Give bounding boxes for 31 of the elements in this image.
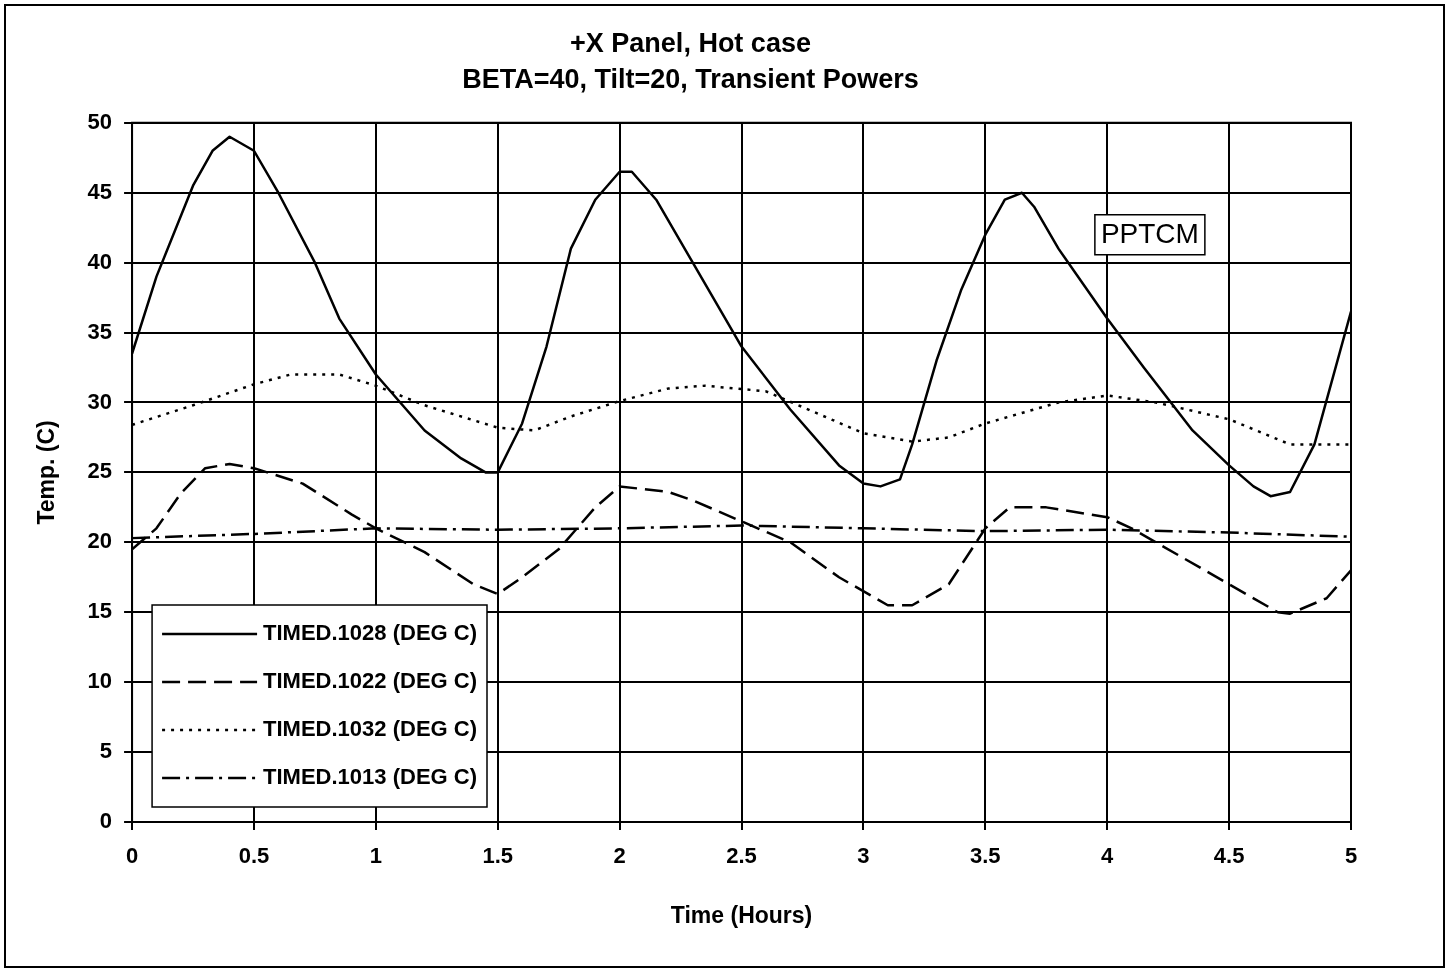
x-tick-label: 1 [369,843,382,869]
x-tick-label: 2 [613,843,626,869]
y-tick-label: 50 [87,108,113,134]
y-tick-label: 30 [87,388,113,414]
x-tick-label: 4.5 [1213,843,1245,869]
x-tick-label: 3.5 [970,843,1001,869]
x-tick-label: 1.5 [482,843,514,869]
x-tick-label: 4 [1101,843,1115,869]
legend-label: TIMED.1028 (DEG C) [263,620,478,646]
y-tick-label: 10 [87,668,113,694]
y-tick-label: 20 [87,528,113,554]
chart-subtitle: BETA=40, Tilt=20, Transient Powers [462,64,919,95]
y-tick-label: 45 [87,178,113,204]
legend-label: TIMED.1013 (DEG C) [263,764,478,790]
x-tick-label: 3 [857,843,870,869]
x-tick-label: 2.5 [726,843,757,869]
x-tick-label: 0.5 [238,843,270,869]
chart-title: +X Panel, Hot case [570,27,811,58]
y-tick-label: 25 [87,458,113,484]
y-tick-label: 40 [87,248,113,274]
y-tick-label: 35 [87,318,113,344]
y-axis-title: Temp. (C) [33,420,60,525]
x-axis-title: Time (Hours) [670,901,813,928]
x-tick-label: 5 [1344,843,1358,869]
y-tick-label: 15 [87,598,113,624]
y-tick-label: 5 [99,738,113,764]
legend-label: TIMED.1022 (DEG C) [263,668,478,694]
legend-label: TIMED.1032 (DEG C) [263,716,478,742]
x-tick-label: 0 [125,843,139,869]
annotation: PPTCM [1100,218,1199,250]
y-tick-label: 0 [99,808,113,834]
